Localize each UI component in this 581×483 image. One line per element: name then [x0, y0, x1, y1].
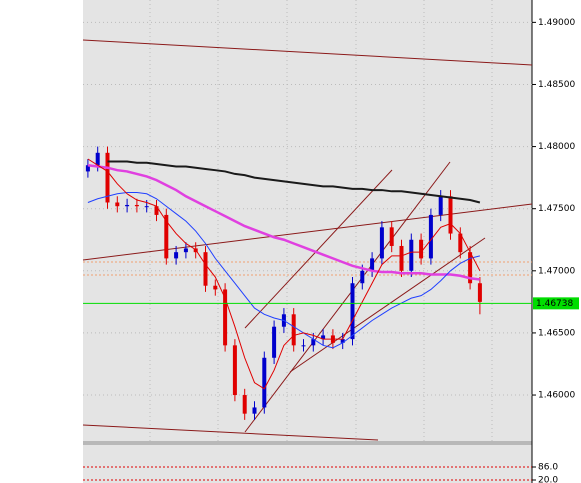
candle-body — [252, 407, 257, 414]
panel-separator — [83, 441, 532, 445]
y-tick-label: 1.49000 — [538, 18, 575, 28]
y-tick-label: 86.0 — [538, 463, 558, 473]
candle-body — [350, 283, 355, 340]
candle-body — [379, 227, 384, 259]
moving-average — [107, 160, 481, 204]
candle-body — [340, 339, 345, 343]
y-tick-label: 1.47000 — [538, 266, 575, 276]
trendlines — [82, 39, 533, 441]
candle-body — [164, 214, 169, 259]
indicator: 86.0 20.0 — [83, 463, 558, 483]
candle-body — [95, 152, 100, 166]
candle-body — [85, 165, 90, 172]
candle-body — [360, 270, 365, 284]
candle-body — [174, 252, 179, 259]
candle-body — [144, 206, 149, 208]
grid — [83, 21, 532, 396]
vertical-grid — [149, 0, 493, 441]
candle-body — [389, 227, 394, 246]
current-price-label: 1.46738 — [536, 299, 573, 309]
candle-body — [399, 245, 404, 271]
candle-body — [134, 204, 139, 207]
candle-body — [272, 326, 277, 358]
candle-body — [242, 395, 247, 414]
candle-body — [370, 258, 375, 271]
candle-body — [125, 204, 130, 207]
candle-body — [262, 357, 267, 408]
candle-body — [477, 283, 482, 302]
moving-average — [87, 192, 481, 349]
candle-body — [448, 196, 453, 234]
candle-body — [105, 152, 110, 203]
moving-average — [87, 163, 481, 281]
candle-body — [301, 345, 306, 347]
candle-body — [419, 239, 424, 259]
y-tick-label: 20.0 — [538, 476, 558, 483]
candle-body — [223, 289, 228, 346]
indicator-panel — [83, 445, 532, 483]
candle-body — [438, 196, 443, 215]
moving-average — [87, 158, 481, 390]
y-tick-label: 1.48500 — [538, 80, 575, 90]
candle-body — [458, 233, 463, 253]
candle-body — [409, 239, 414, 271]
price-panel — [83, 0, 532, 441]
candle-body — [213, 285, 218, 290]
y-tick-label: 1.48000 — [538, 142, 575, 152]
candle-body — [154, 206, 159, 215]
plot — [83, 146, 532, 420]
candle-body — [321, 335, 326, 340]
current-price-box — [533, 297, 579, 310]
candle-body — [428, 214, 433, 259]
y-tick-label: 1.46000 — [538, 391, 575, 401]
candle-body — [183, 248, 188, 253]
candle-body — [291, 314, 296, 346]
candle-body — [203, 252, 208, 286]
candle-body — [468, 252, 473, 284]
candle-body — [115, 202, 120, 207]
candle-body — [311, 339, 316, 346]
candle-body — [232, 345, 237, 396]
y-tick-label: 1.47500 — [538, 204, 575, 214]
y-tick-label: 1.46500 — [538, 328, 575, 338]
level-lines — [83, 261, 532, 276]
